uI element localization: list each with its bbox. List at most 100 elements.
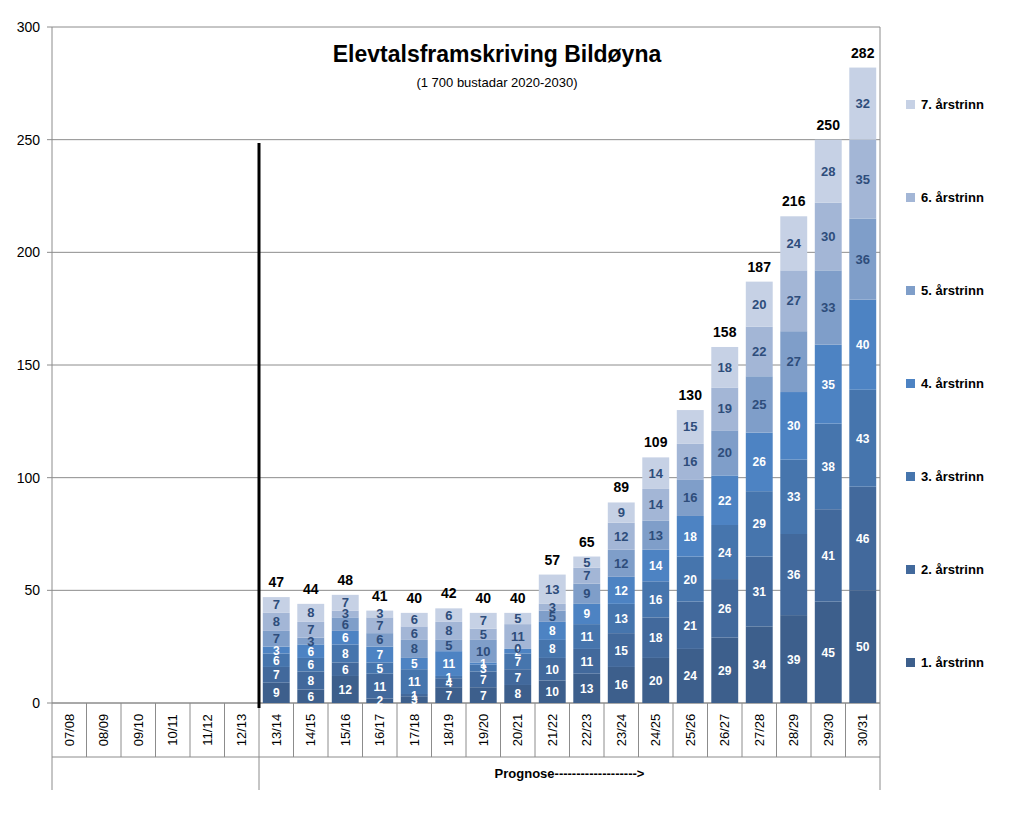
bar-segment bbox=[711, 525, 738, 579]
data-label: 32 bbox=[856, 96, 870, 111]
legend-label: 5. årstrinn bbox=[921, 283, 984, 298]
bar-segment bbox=[608, 523, 635, 550]
bar-segment bbox=[746, 626, 773, 703]
data-label: 6 bbox=[307, 658, 314, 672]
data-label: 43 bbox=[856, 432, 870, 446]
data-label: 26 bbox=[718, 602, 732, 616]
title: Elevtalsframskriving Bildøyna bbox=[333, 41, 662, 67]
data-label: 9 bbox=[583, 607, 590, 621]
bar-segment bbox=[642, 581, 669, 617]
category-separator bbox=[569, 703, 570, 757]
grid-line bbox=[52, 27, 880, 28]
bar-segment bbox=[815, 602, 842, 703]
bar-segment bbox=[263, 613, 290, 631]
data-label: 15 bbox=[683, 419, 697, 434]
data-label: 7 bbox=[307, 622, 314, 637]
tick-mark bbox=[47, 365, 52, 366]
data-label: 45 bbox=[822, 646, 836, 660]
bar-segment bbox=[332, 631, 359, 645]
tick-mark bbox=[47, 703, 52, 704]
x-tick-label: 20/21 bbox=[510, 714, 525, 747]
category-separator bbox=[500, 703, 501, 757]
bar-segment bbox=[642, 489, 669, 521]
bar-segment bbox=[746, 491, 773, 556]
grid-line bbox=[52, 139, 880, 140]
x-tick-label: 21/22 bbox=[545, 714, 560, 747]
table-line bbox=[52, 757, 880, 758]
data-label: 1 bbox=[411, 689, 418, 703]
data-label: 22 bbox=[718, 494, 732, 508]
y-tick-label: 0 bbox=[32, 695, 40, 711]
data-label: 11 bbox=[408, 675, 421, 689]
legend-label: 7. årstrinn bbox=[921, 97, 984, 112]
bar-segment bbox=[470, 687, 497, 703]
data-label: 7 bbox=[376, 648, 383, 662]
data-label: 6 bbox=[445, 608, 452, 623]
bar-segment bbox=[504, 669, 531, 685]
data-label: 36 bbox=[787, 568, 801, 582]
x-tick-label: 15/16 bbox=[338, 714, 353, 747]
bar-segment bbox=[849, 590, 876, 703]
category-separator bbox=[259, 703, 260, 790]
bar-segment bbox=[608, 577, 635, 604]
data-label: 5 bbox=[514, 611, 521, 626]
bar-segment bbox=[263, 667, 290, 683]
data-label: 22 bbox=[752, 344, 766, 359]
data-label: 30 bbox=[821, 229, 835, 244]
data-label: 8 bbox=[445, 623, 452, 638]
category-separator bbox=[293, 703, 294, 757]
x-tick-label: 27/28 bbox=[752, 714, 767, 747]
bar-segment bbox=[746, 282, 773, 327]
bar-segment bbox=[573, 649, 600, 674]
bar-segment bbox=[677, 480, 704, 516]
data-label: 8 bbox=[549, 642, 556, 656]
data-label: 29 bbox=[718, 664, 732, 678]
x-tick-label: 14/15 bbox=[303, 714, 318, 747]
data-label: 26 bbox=[753, 455, 767, 469]
total-label: 216 bbox=[782, 193, 806, 209]
grid-line bbox=[52, 252, 880, 253]
data-label: 16 bbox=[615, 678, 629, 692]
bar-segment bbox=[297, 622, 324, 638]
data-label: 9 bbox=[273, 686, 280, 700]
bar-segment bbox=[642, 550, 669, 582]
data-label: 20 bbox=[752, 297, 766, 312]
category-separator bbox=[431, 703, 432, 757]
x-tick-label: 30/31 bbox=[855, 714, 870, 747]
data-label: 12 bbox=[614, 556, 628, 571]
bar-segment bbox=[849, 487, 876, 591]
category-separator bbox=[604, 703, 605, 757]
data-label: 7 bbox=[514, 671, 521, 685]
bar-segment bbox=[780, 270, 807, 331]
x-axis-label: Prognose-------------------> bbox=[495, 766, 645, 781]
bar-segment bbox=[297, 671, 324, 689]
bar-segment bbox=[263, 631, 290, 647]
data-label: 31 bbox=[753, 585, 767, 599]
tick-mark bbox=[47, 27, 52, 28]
bar-segment bbox=[849, 300, 876, 390]
x-tick-label: 26/27 bbox=[717, 714, 732, 747]
data-label: 12 bbox=[339, 683, 353, 697]
bar-segment bbox=[539, 680, 566, 703]
total-label: 89 bbox=[613, 479, 629, 495]
bar-segment bbox=[711, 475, 738, 525]
bar-segment bbox=[815, 509, 842, 601]
bar-segment bbox=[780, 392, 807, 460]
x-tick-label: 19/20 bbox=[476, 714, 491, 747]
data-label: 16 bbox=[649, 593, 663, 607]
data-label: 6 bbox=[411, 626, 418, 641]
chart: 05010015020025030007/0808/0909/1010/1111… bbox=[0, 0, 1024, 813]
data-label: 13 bbox=[545, 582, 559, 597]
total-label: 187 bbox=[748, 259, 772, 275]
category-separator bbox=[707, 703, 708, 757]
category-separator bbox=[776, 703, 777, 757]
data-label: 11 bbox=[580, 630, 593, 644]
data-label: 7 bbox=[273, 597, 280, 612]
y-axis bbox=[52, 27, 53, 703]
y-tick-label: 150 bbox=[17, 357, 41, 373]
data-label: 1 bbox=[445, 671, 452, 685]
data-label: 14 bbox=[649, 559, 663, 573]
total-label: 40 bbox=[475, 590, 491, 606]
legend-swatch bbox=[906, 565, 915, 574]
data-label: 27 bbox=[787, 293, 801, 308]
